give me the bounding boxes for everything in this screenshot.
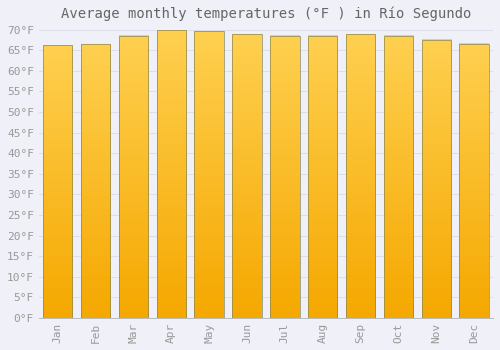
Bar	[232, 34, 262, 318]
Bar	[43, 45, 72, 318]
Bar	[422, 40, 451, 318]
Bar	[118, 36, 148, 318]
Bar	[194, 31, 224, 318]
Title: Average monthly temperatures (°F ) in Río Segundo: Average monthly temperatures (°F ) in Rí…	[60, 7, 471, 21]
Bar	[384, 36, 413, 318]
Bar	[81, 44, 110, 318]
Bar	[232, 34, 262, 318]
Bar	[118, 36, 148, 318]
Bar	[346, 34, 376, 318]
Bar	[384, 36, 413, 318]
Bar	[156, 30, 186, 318]
Bar	[156, 30, 186, 318]
Bar	[270, 36, 300, 318]
Bar	[460, 43, 489, 318]
Bar	[422, 40, 451, 318]
Bar	[270, 36, 300, 318]
Bar	[81, 44, 110, 318]
Bar	[43, 45, 72, 318]
Bar	[308, 36, 338, 318]
Bar	[194, 31, 224, 318]
Bar	[346, 34, 376, 318]
Bar	[460, 43, 489, 318]
Bar	[308, 36, 338, 318]
